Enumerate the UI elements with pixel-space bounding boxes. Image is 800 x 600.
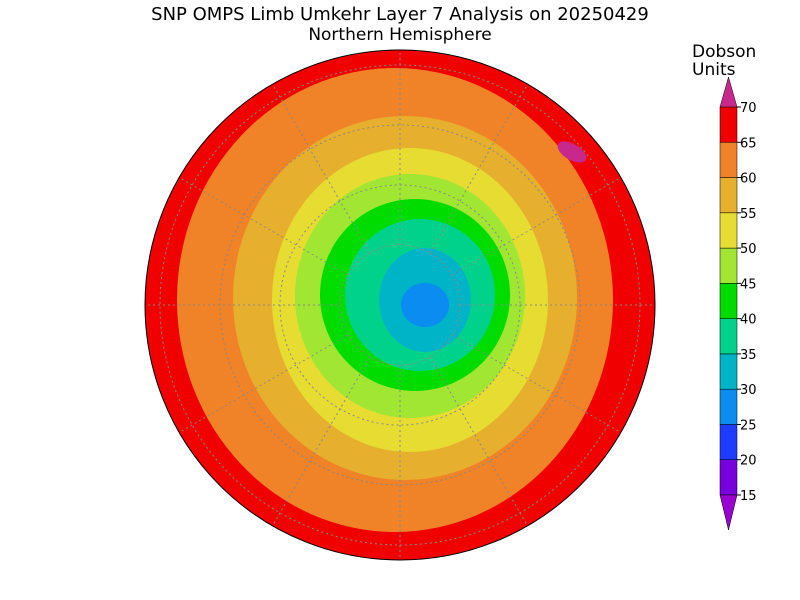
title: SNP OMPS Limb Umkehr Layer 7 Analysis on… [151,4,649,25]
graticule [451,334,626,436]
colorbar-label: Dobson [692,42,756,62]
colorbar-swatch [719,353,738,390]
graticule [429,356,531,531]
graticule [269,356,371,531]
colorbar-tick-label: 35 [740,348,757,363]
colorbar-tick-label: 60 [740,172,757,187]
colorbar-tick-label: 20 [740,454,757,469]
map [145,50,655,560]
map-border [144,49,656,561]
graticule [429,79,531,254]
colorbar-swatch [719,424,738,460]
graticule [174,174,349,276]
colorbar-tick-label: 25 [740,418,757,433]
colorbar-under [719,494,738,531]
colorbar-swatch [719,318,738,355]
graticule [269,79,371,254]
colorbar-swatch [719,247,738,284]
graticule [174,334,349,436]
contour-band [401,283,449,327]
colorbar-tick-label: 15 [740,489,757,504]
contour-band [557,141,587,163]
colorbar-tick-label: 45 [740,277,757,292]
colorbar-tick-label: 40 [740,313,757,328]
colorbar-label: Units [692,60,736,80]
colorbar-swatch [719,106,738,143]
colorbar: 15 20 25 30 35 40 45 50 55 60 65 70 [719,76,757,531]
colorbar-swatch [719,283,738,319]
subtitle: Northern Hemisphere [308,25,491,45]
graticule [451,174,626,276]
colorbar-swatch [719,459,738,496]
colorbar-swatch [719,177,738,214]
colorbar-over [719,76,738,108]
colorbar-tick-label: 50 [740,242,757,257]
colorbar-tick-label: 65 [740,136,757,151]
colorbar-tick-label: 55 [740,207,757,222]
colorbar-tick-label: 30 [740,383,757,398]
colorbar-swatch [719,388,738,425]
colorbar-swatch [719,212,738,249]
colorbar-tick-label: 70 [740,101,757,116]
colorbar-swatch [719,142,738,178]
